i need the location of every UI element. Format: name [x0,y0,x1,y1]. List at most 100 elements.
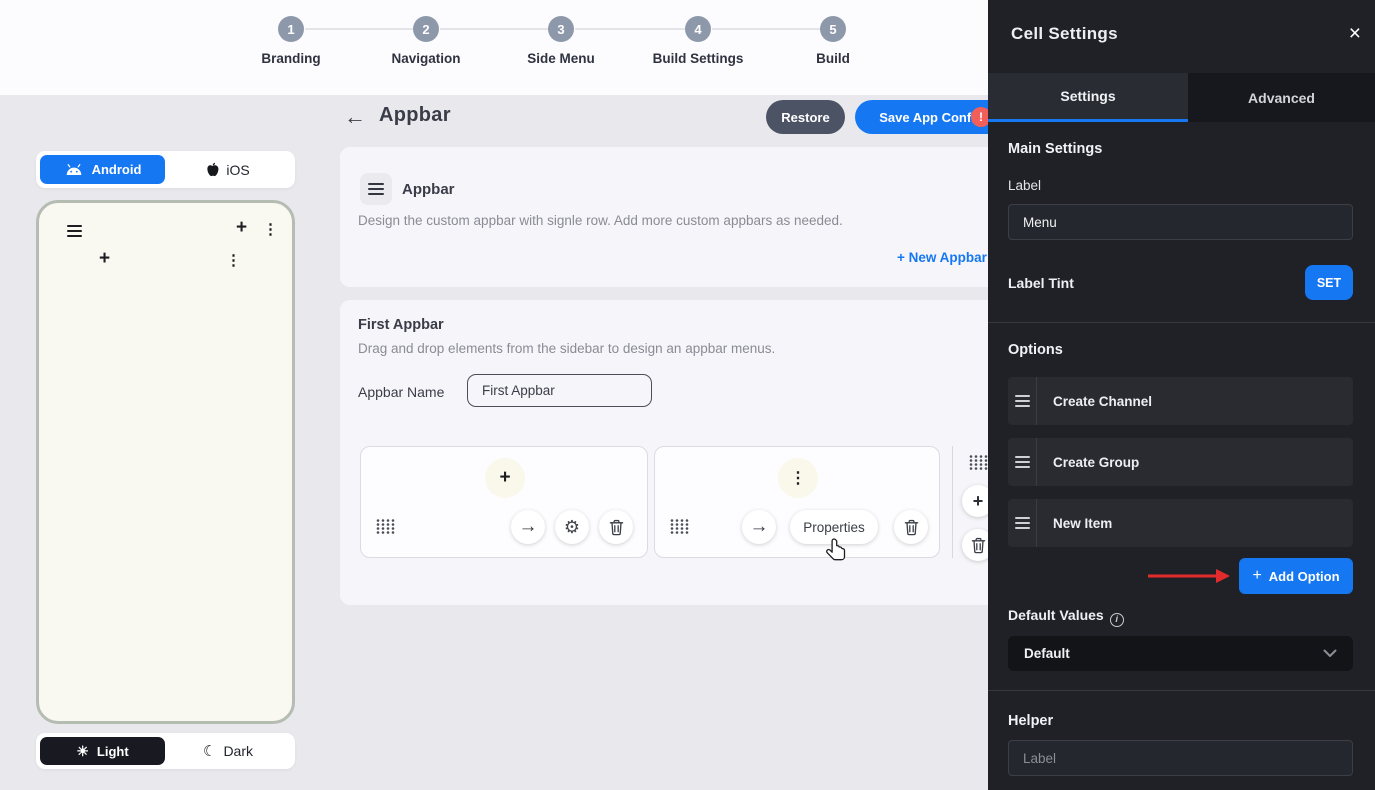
options-heading: Options [1008,342,1063,358]
save-alert-badge: ! [971,107,991,127]
hamburger-icon [1014,517,1030,529]
trash-icon [904,519,918,535]
cell2-delete-button[interactable] [894,510,928,544]
cell1-plus-badge[interactable]: + [485,458,525,498]
hamburger-icon [1014,395,1030,407]
set-tint-button[interactable]: SET [1305,265,1353,300]
stepper-connector [575,28,685,30]
add-option-button[interactable]: + Add Option [1239,558,1353,594]
back-arrow-icon[interactable]: ← [344,104,366,129]
phone-preview: + ⋮ + ⋮ [36,200,295,724]
step-5-circle[interactable]: 5 [820,16,846,42]
option-row[interactable]: New Item [1008,499,1353,547]
cell2-move-button[interactable]: → [742,510,776,544]
label-input[interactable] [1008,204,1353,240]
step-2-circle[interactable]: 2 [413,16,439,42]
appbar-section-title: Appbar [402,181,455,198]
label-field-label: Label [1008,178,1042,193]
divider [988,322,1375,323]
preview-kebab-icon[interactable]: ⋮ [263,221,278,238]
cell1-move-button[interactable]: → [511,510,545,544]
trash-icon [971,537,985,553]
step-3-circle[interactable]: 3 [548,16,574,42]
hamburger-icon [1014,456,1030,468]
option-label: Create Group [1053,454,1140,470]
stepper-connector [305,28,413,30]
platform-toggle: Android iOS [36,151,295,188]
preview-plus-icon[interactable]: + [236,217,248,238]
android-toggle-label: Android [91,162,142,177]
divider [988,690,1375,691]
preview-menu-icon[interactable] [67,225,82,237]
plus-icon: + [1252,567,1262,584]
drag-dots-icon[interactable] [968,454,989,471]
option-row[interactable]: Create Group [1008,438,1353,486]
cell1-settings-button[interactable]: ⚙ [555,510,589,544]
step-4-label: Build Settings [652,51,744,66]
apple-icon [207,162,219,176]
first-appbar-title: First Appbar [358,317,444,333]
panel-title: Cell Settings [1011,24,1118,43]
label-tint-label: Label Tint [1008,275,1074,291]
preview-row2-plus-icon[interactable]: + [99,248,111,269]
option-row[interactable]: Create Channel [1008,377,1353,425]
light-theme-label: Light [96,743,129,759]
tab-advanced[interactable]: Advanced [1248,89,1315,106]
hamburger-icon [368,183,384,195]
page-title: Appbar [379,104,451,126]
ios-toggle-label: iOS [226,161,250,178]
stepper-connector [440,28,548,30]
option-drag-handle[interactable] [1008,377,1037,425]
chevron-down-icon [1323,649,1337,657]
android-icon [66,163,81,175]
close-icon[interactable]: × [1348,22,1361,45]
helper-heading: Helper [1008,713,1054,729]
tab-settings[interactable]: Settings [988,73,1188,122]
appbar-cell-2[interactable]: ⋮ → Properties [654,446,940,558]
helper-input[interactable] [1008,740,1353,776]
drag-dots-icon[interactable] [669,518,690,535]
main-settings-heading: Main Settings [1008,141,1103,157]
arrow-right-icon: → [749,516,769,537]
appbar-section-card: Appbar Design the custom appbar with sig… [340,147,1010,287]
android-toggle-button[interactable]: Android [40,155,165,184]
cell2-properties-button[interactable]: Properties [790,510,878,544]
dark-theme-button[interactable]: ☾ Dark [165,733,291,769]
add-option-label: Add Option [1268,568,1340,584]
step-4-circle[interactable]: 4 [685,16,711,42]
cell1-delete-button[interactable] [599,510,633,544]
option-drag-handle[interactable] [1008,438,1037,486]
step-1-circle[interactable]: 1 [278,16,304,42]
drag-dots-icon[interactable] [375,518,396,535]
light-theme-button[interactable]: ☀ Light [40,737,165,765]
appbar-drag-handle[interactable] [360,173,392,205]
option-drag-handle[interactable] [1008,499,1037,547]
step-3-label: Side Menu [527,51,595,66]
appbar-name-label: Appbar Name [358,384,445,400]
step-1-label: Branding [261,51,321,66]
trash-icon [609,519,623,535]
info-icon[interactable]: i [1109,612,1124,627]
cell-settings-panel: Cell Settings × Settings Advanced Main S… [988,0,1375,790]
appbar-cell-1[interactable]: + → ⚙ [360,446,648,558]
default-values-dropdown[interactable]: Default [1008,636,1353,671]
preview-row2-kebab-icon[interactable]: ⋮ [226,252,241,269]
red-annotation-arrow [1148,569,1230,583]
ios-toggle-button[interactable]: iOS [165,151,291,188]
option-label: New Item [1053,515,1113,531]
appbar-name-input[interactable] [467,374,652,407]
gear-icon: ⚙ [563,516,581,537]
appbar-section-description: Design the custom appbar with signle row… [358,213,843,228]
option-label: Create Channel [1053,393,1153,409]
arrow-right-icon: → [518,516,538,537]
first-appbar-description: Drag and drop elements from the sidebar … [358,341,776,356]
cell2-kebab-badge[interactable]: ⋮ [778,458,818,498]
step-5-label: Build [816,51,850,66]
sun-icon: ☀ [76,742,89,759]
dropdown-value: Default [1024,646,1070,661]
dark-theme-label: Dark [223,743,253,759]
new-appbar-link[interactable]: + New Appbar [897,250,987,265]
mouse-cursor-pointer [826,538,846,561]
restore-button[interactable]: Restore [766,100,845,134]
first-appbar-card: First Appbar Drag and drop elements from… [340,300,1010,605]
